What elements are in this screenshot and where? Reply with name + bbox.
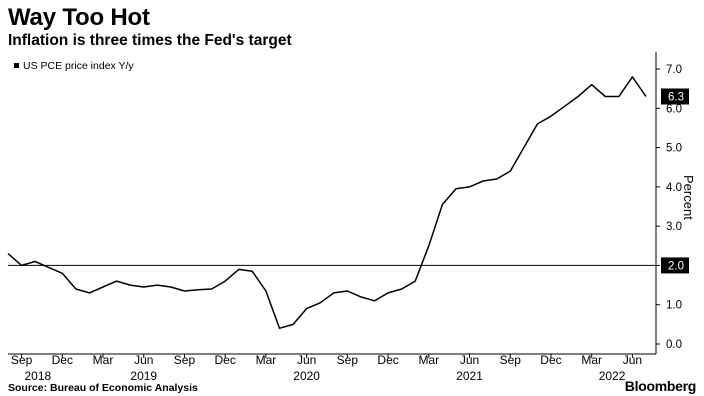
- x-year-label: 2020: [293, 369, 320, 383]
- x-tick-label: Sep: [11, 353, 33, 367]
- bloomberg-logo: Bloomberg: [624, 378, 697, 394]
- series-line-pce: [7, 76, 647, 330]
- y-tick-label: 4.0: [666, 182, 682, 194]
- chart-title: Way Too Hot: [8, 4, 150, 31]
- x-tick-label: Dec: [377, 353, 398, 367]
- legend-label: US PCE price index Y/y: [23, 60, 134, 72]
- last-value-box: [661, 88, 689, 105]
- x-tick-label: Mar: [581, 353, 602, 367]
- legend-swatch: [14, 63, 19, 68]
- y-tick-label: 3.0: [666, 221, 682, 233]
- x-tick-label: Sep: [337, 353, 359, 367]
- y-tick-label: 1.0: [666, 300, 682, 312]
- source-note: Source: Bureau of Economic Analysis: [8, 382, 198, 394]
- x-tick-label: Mar: [93, 353, 114, 367]
- x-year-label: 2022: [599, 369, 626, 383]
- x-tick-label: Jun: [460, 353, 479, 367]
- x-tick-label: Mar: [256, 353, 277, 367]
- chart-subtitle: Inflation is three times the Fed's targe…: [8, 32, 292, 49]
- x-tick-label: Dec: [215, 353, 236, 367]
- y-axis-title: Percent: [681, 175, 696, 220]
- x-year-label: 2019: [130, 369, 157, 383]
- y-tick-label: 7.0: [666, 64, 682, 76]
- reference-value-box: [661, 257, 689, 274]
- y-tick-label: 6.0: [666, 103, 682, 115]
- x-tick-label: Sep: [500, 353, 522, 367]
- last-value-label: 6.3: [668, 92, 684, 104]
- x-tick-label: Jun: [623, 353, 642, 367]
- reference-value-label: 2.0: [668, 260, 684, 272]
- x-tick-label: Jun: [134, 353, 153, 367]
- x-tick-label: Dec: [540, 353, 561, 367]
- x-year-label: 2018: [25, 369, 52, 383]
- x-tick-label: Sep: [174, 353, 196, 367]
- x-year-label: 2021: [456, 369, 483, 383]
- x-tick-label: Jun: [297, 353, 316, 367]
- x-tick-label: Mar: [418, 353, 439, 367]
- y-tick-label: 5.0: [666, 143, 682, 155]
- y-tick-label: 0.0: [666, 339, 682, 351]
- x-tick-label: Dec: [52, 353, 73, 367]
